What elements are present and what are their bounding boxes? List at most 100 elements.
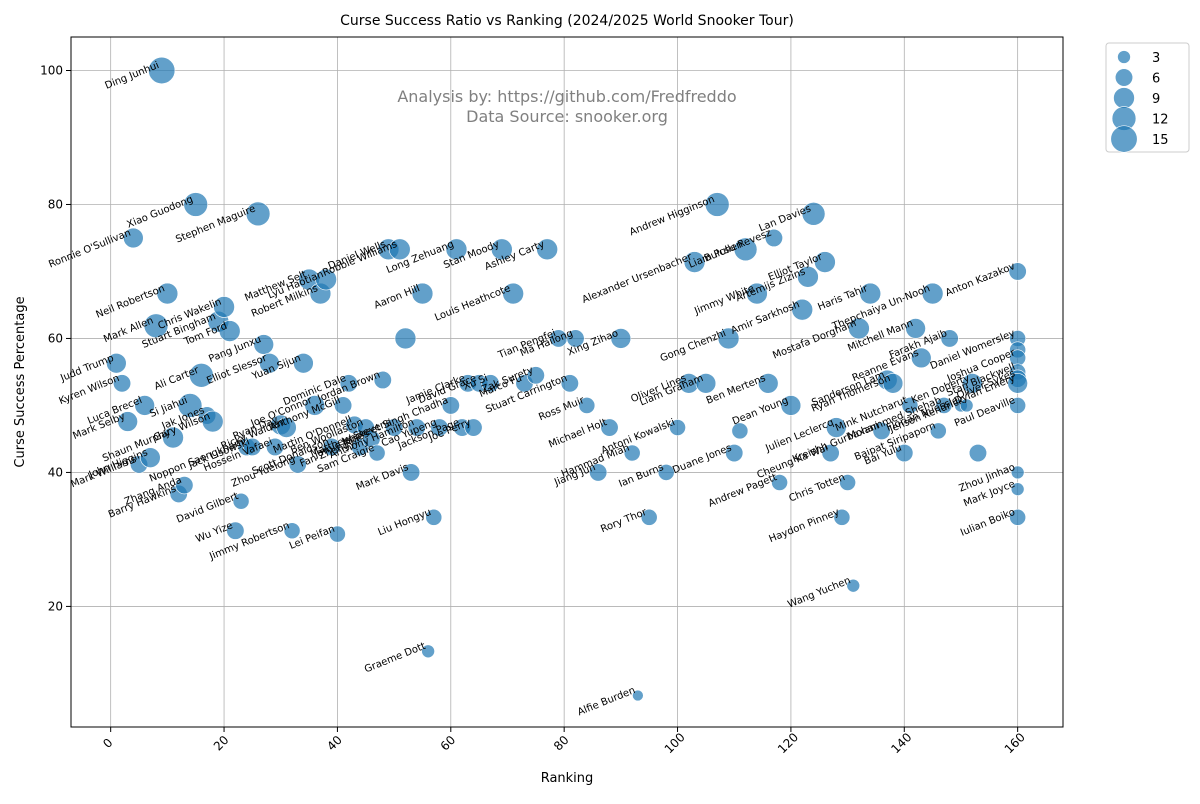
data-point [148, 56, 176, 85]
data-point [814, 251, 836, 273]
data-point [315, 268, 337, 291]
data-point [134, 395, 155, 416]
data-point [882, 373, 904, 394]
data-point [610, 328, 632, 349]
data-point [780, 395, 802, 416]
data-point [445, 238, 468, 261]
data-point [218, 320, 241, 342]
data-point [746, 282, 768, 305]
data-point [826, 417, 847, 438]
data-point [368, 444, 386, 462]
data-point [940, 329, 959, 348]
legend-marker [1114, 68, 1134, 87]
data-point [407, 418, 426, 437]
chart-title: Curse Success Ratio vs Ranking (2024/202… [340, 13, 794, 29]
data-point [929, 422, 947, 440]
point-label: Andrew Higginson [628, 194, 716, 238]
point-label: Louis Heathcote [433, 283, 512, 323]
data-point [683, 251, 706, 273]
y-axis: 20 40 60 80 100 [40, 63, 71, 613]
data-point [1010, 482, 1025, 496]
annotation-source: Data Source: snooker.org [466, 107, 668, 126]
data-point [731, 422, 749, 440]
data-point [245, 201, 271, 227]
data-point [1007, 373, 1028, 394]
y-tick-label: 80 [48, 197, 63, 211]
data-point [201, 410, 224, 433]
point-label: Liu Hongyu [376, 507, 432, 538]
data-point [859, 282, 882, 305]
data-point [276, 417, 297, 438]
legend-label: 15 [1152, 133, 1169, 148]
data-point [232, 492, 250, 510]
data-point [502, 282, 524, 305]
data-point [757, 373, 779, 394]
data-point [771, 474, 788, 491]
data-point [481, 374, 500, 393]
point-label: Haydon Pinney [767, 507, 841, 545]
data-point [669, 419, 686, 436]
data-point [833, 508, 851, 526]
point-label: Mark Davis [355, 462, 411, 493]
point-label: Dean Young [731, 395, 790, 427]
data-point [334, 396, 353, 415]
point-label: Wang Yuchen [786, 575, 852, 610]
point-label: Gong Chenzhi [659, 328, 728, 364]
plot-frame [70, 36, 1064, 728]
x-tick-label: 40 [324, 733, 345, 754]
x-tick-label: 160 [1002, 730, 1028, 756]
data-point [464, 418, 483, 437]
point-label: Michael Holt [547, 417, 609, 450]
data-point [259, 352, 280, 374]
point-label: Iulian Boiko [959, 507, 1017, 539]
data-point [394, 327, 417, 350]
data-point [491, 238, 513, 261]
data-point [123, 227, 144, 249]
data-point [430, 418, 449, 437]
data-point [266, 437, 285, 457]
data-point [112, 374, 132, 393]
data-point [143, 313, 169, 338]
legend-marker [1113, 87, 1135, 109]
point-label: Xiao Guodong [125, 194, 194, 231]
data-point [962, 373, 983, 394]
data-point [373, 370, 392, 390]
data-point [839, 474, 856, 491]
data-point [304, 395, 325, 416]
x-tick-label: 140 [888, 730, 914, 756]
data-point [911, 347, 932, 369]
data-point [725, 443, 744, 463]
data-point [905, 318, 926, 339]
data-point [283, 522, 301, 540]
y-tick-label: 20 [48, 599, 63, 613]
data-point [183, 192, 208, 217]
data-point [560, 374, 579, 393]
legend-marker [1117, 50, 1131, 64]
data-point [578, 397, 596, 414]
point-label: Chris Totten [787, 472, 846, 504]
x-axis: 0 20 40 60 80 100 120 140 160 [100, 727, 1028, 756]
data-point [1009, 397, 1027, 414]
data-point [848, 317, 870, 340]
data-point [566, 329, 585, 348]
data-point [293, 352, 314, 374]
y-tick-label: 60 [48, 331, 63, 345]
legend-label: 3 [1152, 51, 1160, 66]
data-point [189, 363, 214, 388]
data-point [175, 476, 194, 495]
x-axis-label: Ranking [541, 771, 594, 786]
data-point [623, 444, 641, 462]
data-point [821, 443, 840, 463]
data-point [243, 437, 262, 457]
point-label: Graeme Dott [363, 641, 427, 676]
data-point [968, 443, 988, 463]
data-point [441, 396, 460, 415]
data-point [733, 237, 758, 262]
data-point [526, 366, 545, 385]
x-tick-label: 60 [438, 733, 459, 754]
data-point [421, 644, 435, 659]
data-point [1010, 465, 1025, 480]
data-point [657, 464, 675, 481]
data-point [106, 352, 127, 374]
